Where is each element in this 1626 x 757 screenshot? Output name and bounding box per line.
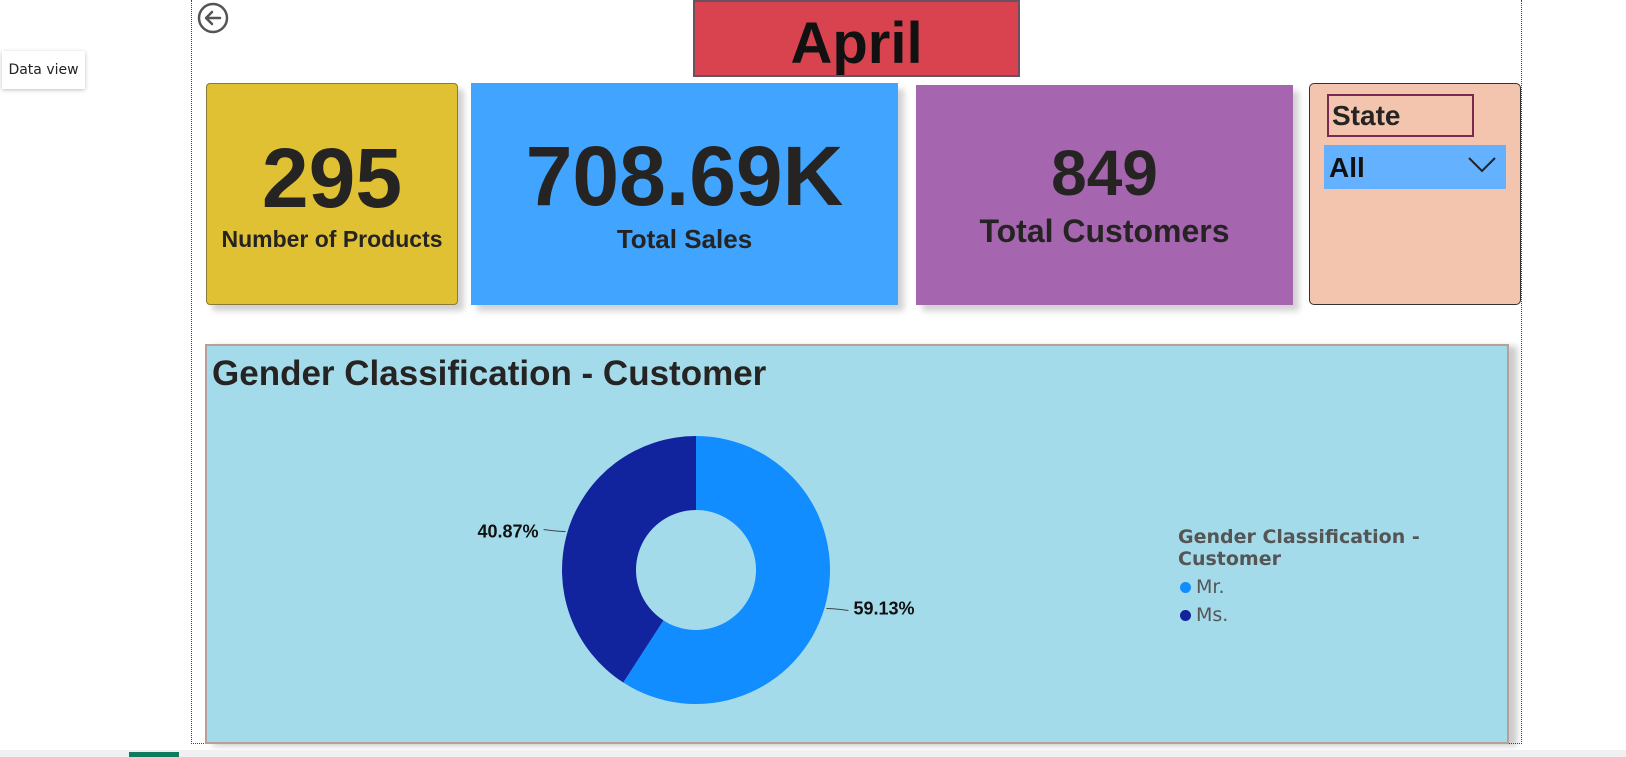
legend-item-mr[interactable]: Mr. bbox=[1178, 576, 1507, 598]
active-page-tab[interactable] bbox=[129, 752, 179, 757]
card-label: Number of Products bbox=[221, 225, 443, 252]
card-total-sales[interactable]: 708.69K Total Sales bbox=[471, 83, 898, 305]
data-label-leader-line bbox=[543, 529, 566, 533]
tooltip-text: Data view bbox=[8, 62, 79, 78]
donut-chart[interactable]: 59.13% 40.87% bbox=[207, 346, 1507, 742]
donut-slice-mr[interactable] bbox=[623, 436, 830, 704]
data-label-mr: 59.13% bbox=[853, 598, 914, 618]
state-dropdown[interactable]: All bbox=[1324, 145, 1506, 189]
page-tabs-bar bbox=[0, 750, 1626, 757]
card-value: 708.69K bbox=[525, 128, 844, 223]
month-title: April bbox=[693, 0, 1020, 77]
legend-label: Ms. bbox=[1196, 604, 1229, 626]
legend-dot bbox=[1180, 581, 1191, 593]
chevron-down-icon bbox=[1468, 157, 1496, 173]
legend-title: Gender Classification - Customer bbox=[1178, 526, 1420, 570]
state-slicer: State All bbox=[1309, 83, 1521, 305]
data-label-ms: 40.87% bbox=[477, 522, 538, 542]
month-title-text: April bbox=[790, 11, 923, 76]
dropdown-selected-value: All bbox=[1329, 152, 1365, 183]
card-value: 849 bbox=[1051, 136, 1158, 209]
card-label: Total Customers bbox=[979, 212, 1230, 249]
legend-dot bbox=[1180, 609, 1191, 621]
chart-title: Gender Classification - Customer bbox=[212, 354, 767, 393]
gender-chart-panel[interactable]: Gender Classification - Customer 59.13% 4… bbox=[205, 344, 1509, 744]
legend-label: Mr. bbox=[1196, 576, 1225, 598]
data-view-tooltip: Data view bbox=[2, 51, 85, 89]
card-label: Total Sales bbox=[616, 223, 753, 254]
data-label-leader-line bbox=[826, 607, 849, 611]
back-arrow-icon[interactable] bbox=[197, 2, 229, 34]
chart-legend: Gender Classification - Customer Mr. Ms. bbox=[1178, 526, 1507, 626]
card-number-of-products[interactable]: 295 Number of Products bbox=[206, 83, 458, 305]
donut-slice-ms[interactable] bbox=[562, 436, 696, 683]
card-total-customers[interactable]: 849 Total Customers bbox=[916, 85, 1293, 305]
card-value: 295 bbox=[261, 130, 403, 225]
slicer-title: State bbox=[1327, 94, 1474, 137]
legend-item-ms[interactable]: Ms. bbox=[1178, 604, 1507, 626]
